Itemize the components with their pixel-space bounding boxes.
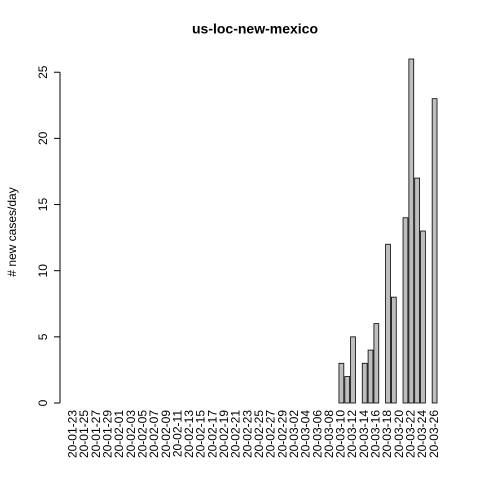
bar (402, 217, 409, 404)
x-tick-label: 20-02-25 (252, 410, 266, 458)
x-tick-label: 20-02-15 (194, 410, 208, 458)
x-tick-label: 20-03-16 (369, 410, 383, 458)
bar (408, 58, 415, 404)
x-tick-label: 20-01-25 (77, 410, 91, 458)
x-tick-label: 20-03-08 (322, 410, 336, 458)
bar (414, 177, 420, 404)
x-tick-label: 20-03-14 (357, 410, 371, 458)
bar (390, 296, 397, 404)
x-tick-label: 20-02-23 (240, 410, 254, 458)
bar (350, 336, 356, 404)
x-tick-label: 20-02-09 (159, 410, 173, 458)
x-tick-label: 20-03-18 (380, 410, 394, 458)
x-tick-label: 20-03-12 (345, 410, 359, 458)
x-tick-label: 20-03-02 (287, 410, 301, 458)
x-tick-label: 20-02-21 (229, 410, 243, 458)
y-axis-label: # new cases/day (5, 187, 19, 276)
x-tick-label: 20-03-26 (427, 410, 441, 458)
x-tick-label: 20-02-29 (275, 410, 289, 458)
x-tick-label: 20-02-11 (170, 410, 184, 457)
bar (420, 230, 426, 404)
bar (367, 349, 374, 404)
x-tick-label: 20-01-23 (66, 410, 80, 458)
x-tick-label: 20-03-24 (415, 410, 429, 458)
bar (431, 98, 438, 404)
y-tick-label: 20 (36, 131, 50, 145)
x-tick-label: 20-02-17 (205, 410, 219, 458)
y-tick-label: 15 (36, 198, 50, 212)
x-tick-label: 20-01-27 (89, 410, 103, 458)
x-tick-label: 20-02-13 (182, 410, 196, 458)
y-tick-label: 25 (36, 65, 50, 79)
x-tick-label: 20-03-04 (299, 410, 313, 458)
bar (338, 362, 345, 404)
bar (361, 362, 368, 404)
x-tick-label: 20-03-22 (403, 410, 417, 458)
bar (344, 376, 351, 404)
chart-title: us-loc-new-mexico (192, 21, 318, 37)
x-tick-label: 20-02-07 (147, 410, 161, 458)
x-tick-label: 20-03-10 (334, 410, 348, 458)
x-tick-label: 20-02-01 (112, 410, 126, 458)
x-tick-label: 20-01-29 (101, 410, 115, 458)
x-tick-label: 20-03-06 (310, 410, 324, 458)
y-tick-label: 0 (36, 399, 50, 406)
bar (385, 243, 391, 404)
bar (373, 323, 380, 404)
x-tick-label: 20-02-19 (217, 410, 231, 458)
x-tick-label: 20-02-03 (124, 410, 138, 458)
y-tick-label: 5 (36, 333, 50, 340)
x-tick-label: 20-02-05 (135, 410, 149, 458)
x-tick-label: 20-03-20 (392, 410, 406, 458)
x-tick-label: 20-02-27 (264, 410, 278, 458)
y-tick-label: 10 (36, 264, 50, 278)
